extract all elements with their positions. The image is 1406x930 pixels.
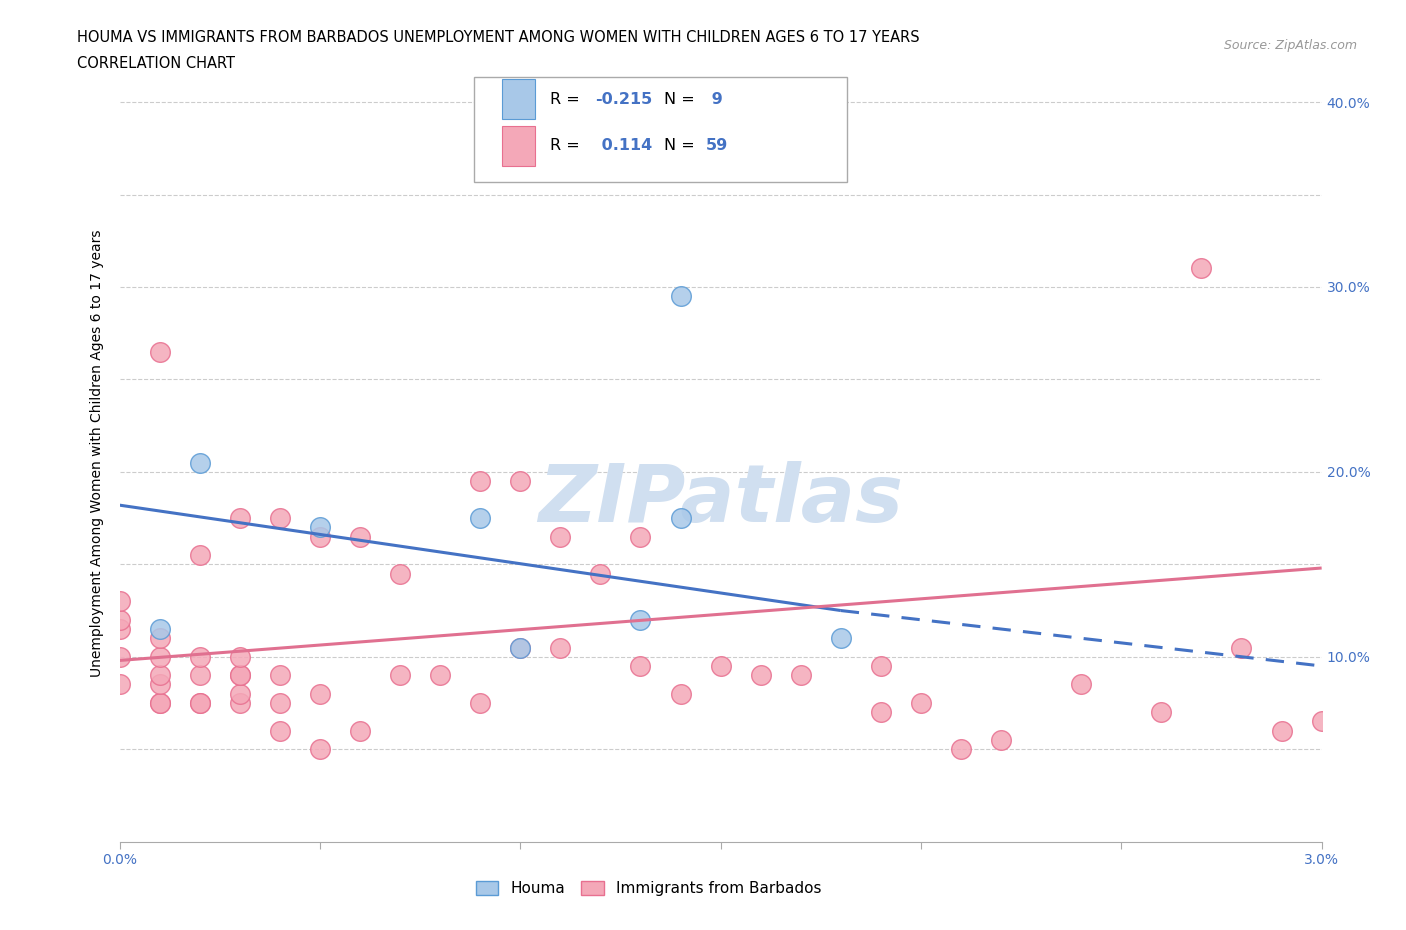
Point bbox=[108, 621, 131, 636]
Text: N =: N = bbox=[664, 139, 695, 153]
Text: R =: R = bbox=[550, 92, 579, 107]
Text: HOUMA VS IMMIGRANTS FROM BARBADOS UNEMPLOYMENT AMONG WOMEN WITH CHILDREN AGES 6 : HOUMA VS IMMIGRANTS FROM BARBADOS UNEMPL… bbox=[77, 30, 920, 45]
Point bbox=[669, 289, 692, 304]
Point bbox=[468, 696, 492, 711]
Point bbox=[149, 677, 172, 692]
Point bbox=[149, 344, 172, 359]
Point bbox=[309, 520, 332, 535]
Point bbox=[149, 668, 172, 683]
Point bbox=[509, 640, 531, 655]
Point bbox=[228, 649, 252, 664]
Point bbox=[228, 511, 252, 525]
Text: ZIPatlas: ZIPatlas bbox=[538, 461, 903, 539]
Point bbox=[548, 529, 571, 544]
Point bbox=[149, 621, 172, 636]
Point bbox=[269, 724, 291, 738]
Point bbox=[228, 686, 252, 701]
Point bbox=[709, 658, 731, 673]
Point bbox=[1150, 705, 1173, 720]
Point bbox=[309, 742, 332, 757]
Point bbox=[830, 631, 852, 645]
Point bbox=[869, 658, 891, 673]
Text: CORRELATION CHART: CORRELATION CHART bbox=[77, 56, 235, 71]
Point bbox=[1070, 677, 1092, 692]
Point bbox=[1271, 724, 1294, 738]
Point bbox=[468, 511, 492, 525]
Point bbox=[669, 686, 692, 701]
Point bbox=[869, 705, 891, 720]
Point bbox=[509, 473, 531, 488]
Point bbox=[108, 677, 131, 692]
FancyBboxPatch shape bbox=[502, 126, 536, 166]
Point bbox=[468, 473, 492, 488]
Point bbox=[630, 612, 652, 627]
Point bbox=[188, 696, 211, 711]
Point bbox=[309, 686, 332, 701]
Point bbox=[1189, 261, 1212, 276]
Text: N =: N = bbox=[664, 92, 695, 107]
Point bbox=[269, 668, 291, 683]
Point bbox=[108, 612, 131, 627]
Point bbox=[108, 649, 131, 664]
Point bbox=[669, 511, 692, 525]
Point bbox=[630, 658, 652, 673]
Point bbox=[990, 733, 1012, 748]
Text: Source: ZipAtlas.com: Source: ZipAtlas.com bbox=[1223, 39, 1357, 52]
Point bbox=[188, 455, 211, 470]
Y-axis label: Unemployment Among Women with Children Ages 6 to 17 years: Unemployment Among Women with Children A… bbox=[90, 230, 104, 677]
Point bbox=[149, 649, 172, 664]
Point bbox=[269, 696, 291, 711]
Point bbox=[1310, 714, 1333, 729]
Point bbox=[548, 640, 571, 655]
Point bbox=[509, 640, 531, 655]
Point bbox=[149, 696, 172, 711]
Point bbox=[188, 696, 211, 711]
Text: R =: R = bbox=[550, 139, 579, 153]
Point bbox=[910, 696, 932, 711]
Point bbox=[228, 696, 252, 711]
Point bbox=[950, 742, 973, 757]
Point bbox=[149, 696, 172, 711]
Point bbox=[388, 668, 412, 683]
Point bbox=[388, 566, 412, 581]
Text: 59: 59 bbox=[706, 139, 728, 153]
Point bbox=[228, 668, 252, 683]
Point bbox=[309, 529, 332, 544]
Point bbox=[188, 548, 211, 563]
Point bbox=[790, 668, 813, 683]
Point bbox=[228, 668, 252, 683]
FancyBboxPatch shape bbox=[474, 77, 846, 181]
Point bbox=[149, 631, 172, 645]
Legend: Houma, Immigrants from Barbados: Houma, Immigrants from Barbados bbox=[470, 874, 828, 902]
Point bbox=[349, 529, 371, 544]
Point bbox=[630, 529, 652, 544]
FancyBboxPatch shape bbox=[502, 79, 536, 119]
Point bbox=[349, 724, 371, 738]
Point bbox=[1230, 640, 1253, 655]
Point bbox=[589, 566, 612, 581]
Point bbox=[429, 668, 451, 683]
Point bbox=[188, 668, 211, 683]
Point bbox=[188, 649, 211, 664]
Text: -0.215: -0.215 bbox=[596, 92, 652, 107]
Point bbox=[749, 668, 772, 683]
Text: 0.114: 0.114 bbox=[596, 139, 652, 153]
Point bbox=[108, 594, 131, 609]
Point bbox=[269, 511, 291, 525]
Text: 9: 9 bbox=[706, 92, 723, 107]
